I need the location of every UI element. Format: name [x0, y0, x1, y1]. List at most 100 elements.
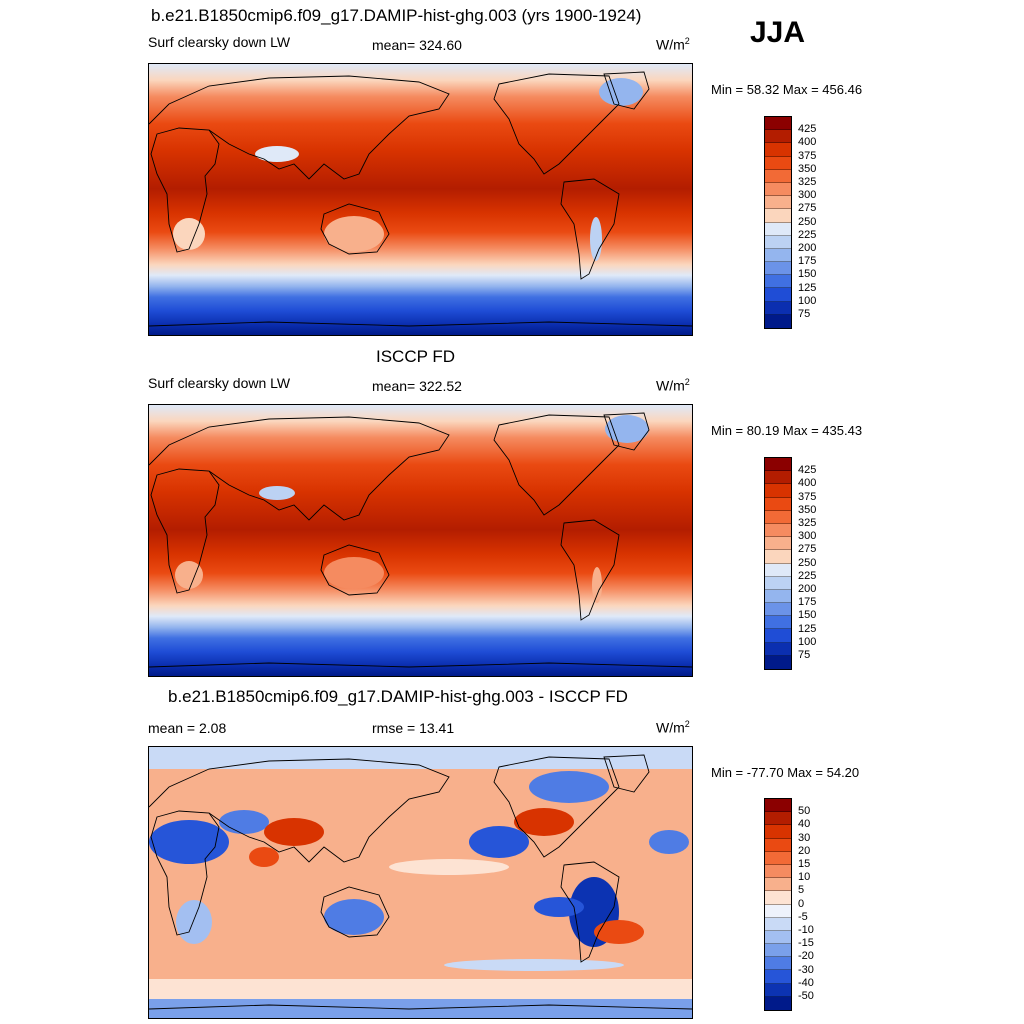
colorbar-tick-label: -5	[798, 910, 808, 923]
colorbar-swatch	[765, 209, 791, 223]
coastlines	[149, 71, 692, 327]
colorbar-tick-label: 50	[798, 805, 811, 818]
panel-3-rmse: rmse = 13.41	[372, 720, 455, 736]
panel-2-units: W/m2	[656, 377, 690, 394]
colorbar-tick-label: 225	[798, 228, 817, 241]
colorbar-swatch	[765, 983, 791, 997]
colorbar-tick-label: -20	[798, 950, 814, 963]
colorbar-tick-label: 225	[798, 569, 817, 582]
australia-patch	[324, 557, 384, 589]
panel-1-variable: Surf clearsky down LW	[148, 34, 291, 50]
colorbar-swatch	[765, 851, 791, 865]
colorbar-swatch	[765, 117, 791, 131]
colorbar-swatch	[765, 235, 791, 249]
colorbar-tick-label: 0	[798, 897, 805, 910]
australia-patch	[324, 216, 384, 252]
colorbar-tick-label: 30	[798, 831, 811, 844]
field-background	[149, 64, 692, 335]
colorbar-tick-label: 200	[798, 583, 817, 595]
north-america-positive	[514, 808, 574, 836]
south-africa-patch	[173, 218, 205, 250]
panel-2-map	[148, 404, 693, 677]
colorbar-swatch	[765, 799, 791, 813]
colorbar-swatch	[765, 301, 791, 315]
panel-1-units: W/m2	[656, 36, 690, 53]
colorbar-tick-label: 5	[798, 884, 805, 897]
australia-negative	[324, 899, 384, 935]
colorbar-swatch	[765, 917, 791, 931]
colorbar-swatch	[765, 458, 791, 472]
colorbar-tick-label: 10	[798, 871, 811, 884]
panel-3-title: b.e21.B1850cmip6.f09_g17.DAMIP-hist-ghg.…	[168, 687, 628, 706]
coastlines	[149, 754, 692, 1010]
colorbar-swatch	[765, 878, 791, 892]
colorbar-swatch	[765, 957, 791, 971]
colorbar-tick-label: 325	[798, 176, 817, 188]
colorbar-swatch	[765, 471, 791, 485]
colorbar-swatch	[765, 904, 791, 918]
colorbar-tick-label: 400	[798, 477, 817, 490]
colorbar-tick-label: 175	[798, 596, 817, 609]
colorbar-swatch	[765, 169, 791, 183]
colorbar-tick-label: 375	[798, 149, 817, 162]
colorbar-swatch	[765, 510, 791, 524]
panel-1-map	[148, 63, 693, 336]
greenland-patch	[599, 78, 643, 106]
season-label: JJA	[750, 16, 806, 49]
colorbar-tick-label: -50	[798, 990, 814, 1002]
panel-3-minmax: Min = -77.70 Max = 54.20	[711, 765, 860, 780]
colorbar-tick-label: 275	[798, 202, 817, 215]
panel-2-minmax: Min = 80.19 Max = 435.43	[711, 423, 863, 438]
colorbar-tick-label: 150	[798, 268, 817, 281]
colorbar-swatch	[765, 891, 791, 905]
colorbar-swatch	[765, 996, 791, 1010]
andes-patch	[592, 567, 602, 603]
colorbar-swatch	[765, 288, 791, 302]
panel-2-variable: Surf clearsky down LW	[148, 375, 291, 391]
colorbar-tick-label: 150	[798, 609, 817, 622]
colorbar-tick-label: 300	[798, 189, 817, 202]
tibet-positive	[264, 818, 324, 846]
field-background	[149, 747, 692, 1018]
colorbar-swatch	[765, 930, 791, 945]
colorbar-swatch	[765, 262, 791, 276]
colorbar-swatch	[765, 616, 791, 630]
colorbar-swatch	[765, 655, 791, 669]
colorbar-tick-label: -10	[798, 924, 814, 936]
panel-3-mean: mean = 2.08	[148, 720, 227, 736]
colorbar-tick-label: 40	[798, 818, 811, 831]
north-america-negative	[529, 771, 609, 803]
colorbar-swatch	[765, 275, 791, 289]
panel-1-minmax: Min = 58.32 Max = 456.46	[711, 82, 863, 97]
field-background	[149, 405, 692, 676]
colorbar-swatch	[765, 603, 791, 617]
colorbar-tick-label: 350	[798, 503, 817, 516]
colorbar-tick-label: 100	[798, 635, 817, 648]
east-pacific-negative	[469, 826, 529, 858]
colorbar-swatch	[765, 314, 791, 328]
colorbar-tick-label: 20	[798, 844, 811, 857]
colorbar-tick-label: 300	[798, 530, 817, 543]
colorbar-tick-label: 350	[798, 162, 817, 175]
sahara-negative	[149, 820, 229, 864]
panel-3-colorbar	[764, 798, 792, 1011]
colorbar-tick-label: 400	[798, 136, 817, 149]
colorbar-swatch	[765, 970, 791, 984]
colorbar-tick-label: 125	[798, 622, 817, 635]
colorbar-tick-label: 425	[798, 123, 817, 136]
colorbar-swatch	[765, 196, 791, 210]
colorbar-swatch	[765, 576, 791, 590]
tibet-patch	[259, 486, 295, 500]
colorbar-swatch	[765, 222, 791, 236]
colorbar-tick-label: 425	[798, 464, 817, 477]
panel-1-title: b.e21.B1850cmip6.f09_g17.DAMIP-hist-ghg.…	[151, 6, 642, 25]
colorbar-swatch	[765, 182, 791, 197]
colorbar-tick-label: 75	[798, 649, 811, 661]
colorbar-tick-label: -15	[798, 937, 814, 950]
colorbar-swatch	[765, 944, 791, 958]
colorbar-swatch	[765, 143, 791, 157]
tibet-patch	[255, 146, 299, 162]
colorbar-swatch	[765, 825, 791, 839]
coastlines	[149, 412, 692, 668]
panel-2-mean: mean= 322.52	[372, 378, 462, 394]
